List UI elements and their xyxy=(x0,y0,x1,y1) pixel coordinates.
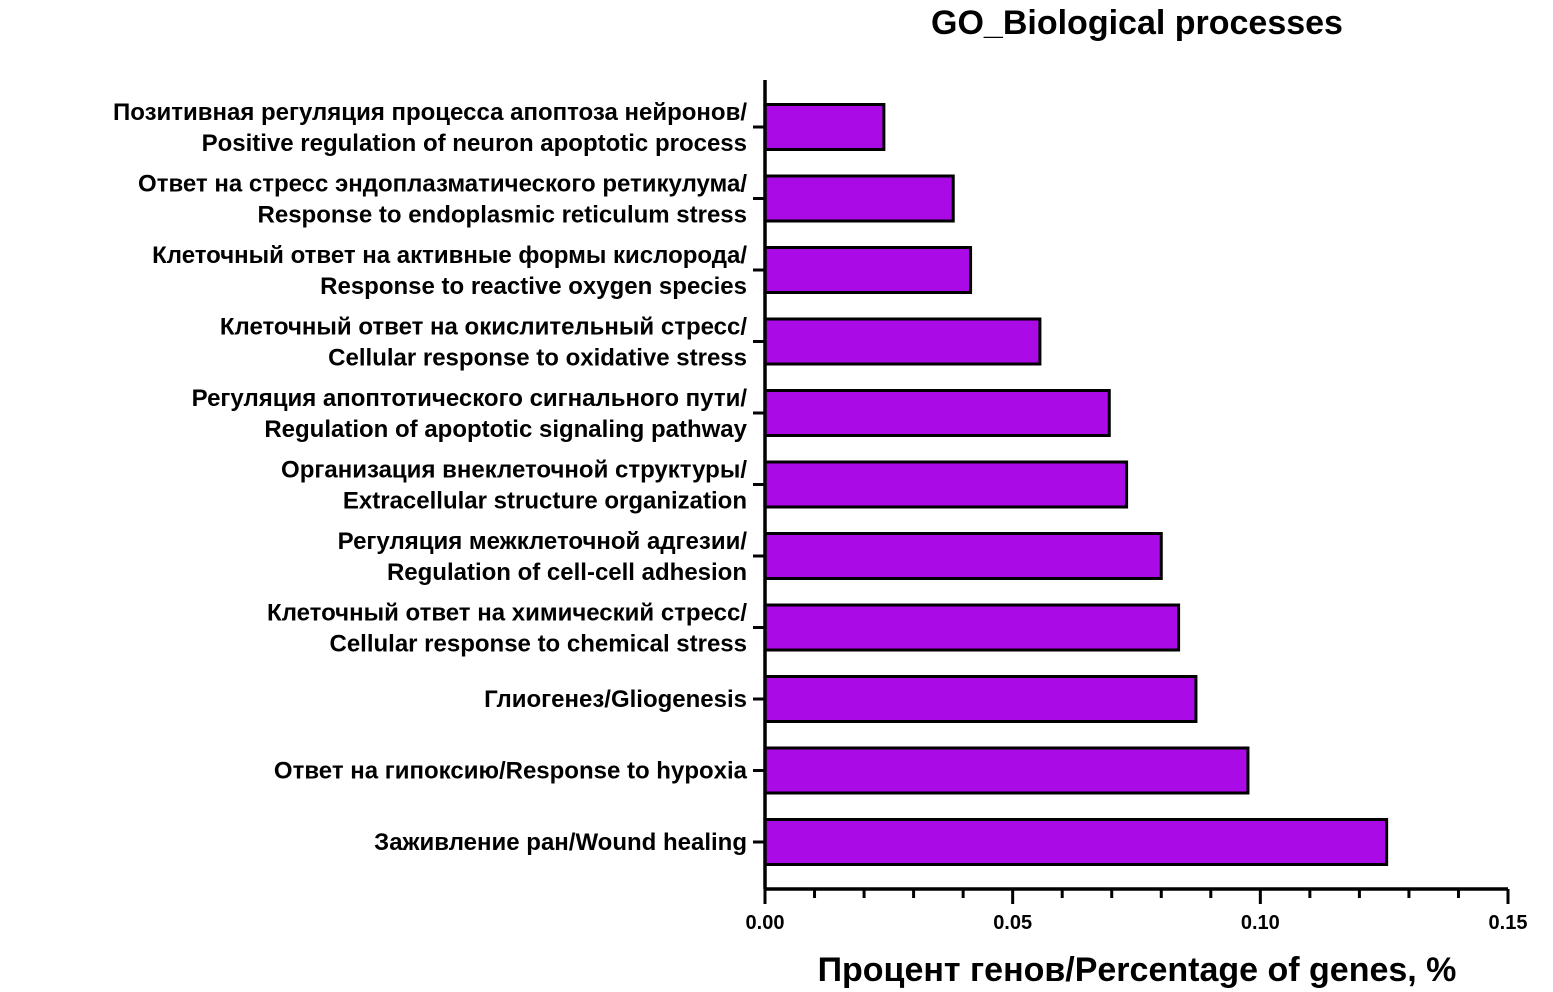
category-label-1: Ответ на стресс эндоплазматического рети… xyxy=(138,171,747,229)
category-label-line: Cellular response to oxidative stress xyxy=(328,345,747,372)
category-label-line: Регуляция апоптотического сигнального пу… xyxy=(192,385,748,412)
bar-2 xyxy=(763,246,973,294)
bar-1 xyxy=(763,174,955,223)
bar-10 xyxy=(763,818,1389,866)
category-label-line: Regulation of apoptotic signaling pathwa… xyxy=(264,416,747,443)
category-label-10: Заживление ран/Wound healing xyxy=(374,829,747,856)
category-label-line: Регуляция межклеточной адгезии/ xyxy=(338,528,748,555)
category-label-9: Ответ на гипоксию/Response to hypoxia xyxy=(274,758,748,785)
x-tick-label-2: 0.10 xyxy=(1241,912,1280,934)
bar-7 xyxy=(763,603,1181,652)
bars-group xyxy=(763,103,1389,866)
category-label-6: Регуляция межклеточной адгезии/Regulatio… xyxy=(338,528,748,586)
bar-3 xyxy=(763,317,1042,366)
bar-8 xyxy=(763,675,1198,723)
category-label-line: Extracellular structure organization xyxy=(343,488,747,515)
category-label-2: Клеточный ответ на активные формы кислор… xyxy=(152,242,747,300)
bar-0 xyxy=(763,103,886,151)
category-labels: Позитивная регуляция процесса апоптоза н… xyxy=(113,99,748,856)
category-label-line: Ответ на стресс эндоплазматического рети… xyxy=(138,171,747,198)
bar-9 xyxy=(763,746,1250,795)
x-axis-ticks: 0.00 0.05 0.10 0.15 xyxy=(746,889,1528,934)
category-label-line: Response to endoplasmic reticulum stress xyxy=(258,202,747,229)
category-label-line: Заживление ран/Wound healing xyxy=(374,829,747,856)
bar-6 xyxy=(763,532,1163,580)
category-label-5: Организация внеклеточной структуры/Extra… xyxy=(281,457,747,515)
category-label-line: Клеточный ответ на окислительный стресс/ xyxy=(220,314,747,341)
category-label-line: Cellular response to chemical stress xyxy=(329,631,747,658)
category-label-line: Глиогенез/Gliogenesis xyxy=(484,686,747,713)
axes-group xyxy=(753,80,1508,891)
chart-title: GO_Biological processes xyxy=(931,4,1343,42)
category-label-line: Response to reactive oxygen species xyxy=(320,273,747,300)
category-label-3: Клеточный ответ на окислительный стресс/… xyxy=(220,314,747,372)
category-label-line: Клеточный ответ на химический стресс/ xyxy=(267,600,747,627)
x-tick-label-1: 0.05 xyxy=(993,912,1032,934)
category-label-line: Positive regulation of neuron apoptotic … xyxy=(202,130,747,157)
category-label-0: Позитивная регуляция процесса апоптоза н… xyxy=(113,99,747,157)
category-label-line: Ответ на гипоксию/Response to hypoxia xyxy=(274,758,748,785)
category-label-8: Глиогенез/Gliogenesis xyxy=(484,686,747,713)
category-label-7: Клеточный ответ на химический стресс/Cel… xyxy=(267,600,747,658)
x-tick-label-0: 0.00 xyxy=(746,912,785,934)
x-axis-label: Процент генов/Percentage of genes, % xyxy=(818,951,1457,989)
bar-4 xyxy=(763,389,1111,437)
category-label-line: Организация внеклеточной структуры/ xyxy=(281,457,747,484)
x-tick-label-3: 0.15 xyxy=(1489,912,1528,934)
category-label-line: Regulation of cell-cell adhesion xyxy=(387,559,747,586)
bar-5 xyxy=(763,460,1129,509)
category-label-4: Регуляция апоптотического сигнального пу… xyxy=(192,385,748,443)
category-label-line: Клеточный ответ на активные формы кислор… xyxy=(152,242,747,269)
category-label-line: Позитивная регуляция процесса апоптоза н… xyxy=(113,99,747,126)
